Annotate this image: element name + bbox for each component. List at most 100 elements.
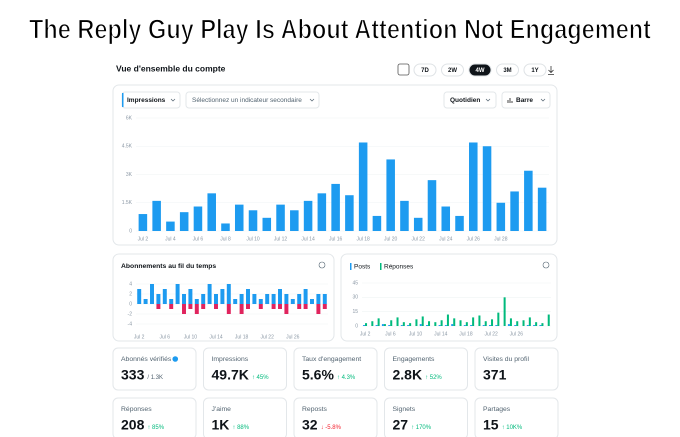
- range-button[interactable]: [413, 63, 437, 77]
- bar: [207, 284, 212, 304]
- bar: [284, 304, 289, 314]
- interval-dropdown[interactable]: [443, 91, 497, 109]
- bar: [303, 289, 308, 304]
- bar: [246, 304, 250, 309]
- range-button[interactable]: [468, 63, 492, 77]
- card-value: 1K: [212, 417, 230, 433]
- stat-card: [474, 397, 559, 437]
- bar: [303, 304, 308, 309]
- bar: [220, 289, 225, 304]
- bar: [363, 325, 366, 326]
- bar: [415, 319, 418, 326]
- bar: [526, 325, 529, 326]
- card-label: Réponses: [121, 406, 152, 413]
- bar: [322, 304, 327, 309]
- followers-title: Abonnements au fil du temps: [121, 263, 216, 270]
- card-value: 2.8K: [393, 367, 423, 383]
- y-tick-label: 6K: [126, 115, 133, 121]
- stat-card: [293, 347, 378, 391]
- bar: [194, 299, 199, 304]
- bar: [214, 304, 218, 309]
- style-label[interactable]: Barre: [516, 97, 533, 104]
- x-tick-label: Jul 10: [184, 334, 198, 340]
- bar: [496, 202, 506, 231]
- metric-label[interactable]: Impressions: [127, 97, 166, 104]
- range-button[interactable]: [441, 63, 464, 77]
- bar: [478, 315, 481, 326]
- interval-label[interactable]: Quotidien: [450, 97, 480, 104]
- bar: [226, 304, 231, 314]
- bar: [491, 319, 494, 326]
- card-label: J'aime: [212, 406, 232, 413]
- y-tick-label: 4: [129, 281, 132, 287]
- x-tick-label: Jul 4: [165, 236, 176, 242]
- bar: [375, 325, 378, 326]
- y-tick-label: 0: [355, 323, 358, 329]
- range-button[interactable]: [496, 63, 519, 77]
- bar: [248, 210, 258, 231]
- bar: [383, 324, 386, 326]
- bar: [265, 294, 270, 304]
- bar: [547, 314, 550, 326]
- x-tick-label: Jul 16: [329, 236, 343, 242]
- verified-badge: [172, 356, 179, 362]
- bar: [201, 294, 206, 304]
- metric-accent: [122, 93, 124, 107]
- bar: [297, 294, 302, 304]
- legend-label: Posts: [354, 264, 371, 271]
- bar: [214, 294, 218, 304]
- range-button[interactable]: [523, 63, 547, 77]
- bar: [317, 193, 327, 231]
- bar: [495, 325, 498, 326]
- secondary-label[interactable]: Sélectionnez un indicateur secondaire: [192, 97, 302, 104]
- card-label: Impressions: [212, 356, 249, 363]
- bar: [345, 195, 354, 231]
- card-detail: / 1.3K: [147, 375, 163, 381]
- bar: [503, 297, 506, 326]
- bar: [271, 304, 276, 309]
- bar: [402, 322, 405, 326]
- bar: [234, 204, 244, 231]
- bar: [444, 325, 447, 326]
- bar: [194, 304, 199, 314]
- y-tick-label: -4: [128, 321, 133, 327]
- stat-card: [474, 347, 559, 391]
- bar: [358, 142, 368, 231]
- style-dropdown[interactable]: [501, 91, 551, 109]
- bar: [276, 204, 285, 231]
- card-label: Abonnés vérifiés: [121, 356, 172, 363]
- range-label[interactable]: 7D: [421, 68, 429, 74]
- meme-title: The Reply Guy Play Is About Attention No…: [29, 13, 651, 44]
- stat-card: [203, 397, 287, 437]
- bar: [528, 317, 531, 326]
- bar: [510, 191, 519, 231]
- bar: [514, 325, 517, 326]
- secondary-dropdown[interactable]: [185, 91, 320, 109]
- bar: [409, 323, 412, 326]
- x-tick-label: Jul 10: [246, 236, 260, 242]
- bar: [388, 325, 391, 326]
- bar: [541, 323, 544, 326]
- main-chart-panel: [112, 84, 558, 246]
- y-tick-label: 0: [129, 228, 132, 234]
- bar: [455, 215, 464, 231]
- range-label[interactable]: 1Y: [531, 68, 538, 74]
- download-icon[interactable]: [548, 66, 554, 75]
- info-icon[interactable]: [318, 261, 326, 269]
- bar: [497, 312, 500, 326]
- bar: [138, 214, 148, 231]
- bar: [434, 322, 437, 326]
- range-label[interactable]: 2W: [448, 68, 457, 74]
- card-value: 208: [121, 417, 145, 433]
- calendar-icon[interactable]: [397, 63, 410, 76]
- card-value: 5.6%: [302, 367, 334, 383]
- info-icon[interactable]: [542, 261, 550, 269]
- bar: [258, 299, 263, 304]
- legend-label: Réponses: [384, 264, 414, 271]
- range-label[interactable]: 4W: [476, 68, 485, 74]
- range-label[interactable]: 3M: [503, 68, 511, 74]
- card-label: Signets: [393, 406, 416, 413]
- card-label: Taux d'engagement: [302, 356, 361, 363]
- bar: [459, 320, 462, 326]
